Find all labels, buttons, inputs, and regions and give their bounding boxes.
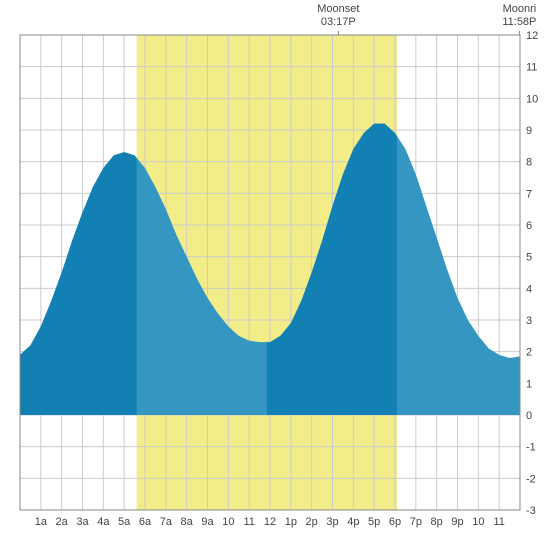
y-tick-label: 8: [526, 157, 532, 169]
x-tick-label: 1a: [35, 516, 48, 528]
x-tick-label: 8a: [181, 516, 194, 528]
y-tick-label: 10: [526, 93, 538, 105]
chart-svg: 1a2a3a4a5a6a7a8a9a1011121p2p3p4p5p6p7p8p…: [0, 0, 550, 550]
y-tick-label: 11: [526, 62, 537, 74]
y-tick-label: 2: [526, 347, 532, 359]
x-tick-label: 9p: [451, 516, 463, 528]
x-tick-label: 2p: [306, 516, 318, 528]
x-tick-label: 7a: [160, 516, 173, 528]
x-tick-label: 3p: [326, 516, 338, 528]
moonset-annotation: Moonset03:17P: [308, 3, 368, 29]
y-tick-label: 7: [526, 188, 532, 200]
moonrise-title: Moonri: [489, 3, 549, 16]
x-tick-label: 11: [243, 516, 254, 528]
y-tick-label: -2: [526, 473, 536, 485]
x-tick-label: 12: [264, 516, 276, 528]
x-tick-label: 1p: [285, 516, 297, 528]
y-tick-label: 1: [526, 378, 532, 390]
y-tick-label: 5: [526, 252, 532, 264]
x-tick-label: 10: [222, 516, 234, 528]
y-tick-label: 6: [526, 220, 532, 232]
y-tick-label: 0: [526, 410, 532, 422]
x-tick-label: 11: [493, 516, 504, 528]
x-tick-label: 10: [472, 516, 484, 528]
moonset-title: Moonset: [308, 3, 368, 16]
x-tick-label: 4a: [97, 516, 110, 528]
x-tick-label: 3a: [76, 516, 89, 528]
x-tick-label: 5a: [118, 516, 131, 528]
y-tick-label: -1: [526, 442, 536, 454]
x-tick-label: 5p: [368, 516, 380, 528]
y-tick-label: 3: [526, 315, 532, 327]
y-tick-label: 9: [526, 125, 532, 137]
tide-chart: 1a2a3a4a5a6a7a8a9a1011121p2p3p4p5p6p7p8p…: [0, 0, 550, 550]
moonset-time: 03:17P: [308, 16, 368, 29]
y-tick-label: -3: [526, 505, 536, 517]
y-tick-label: 4: [526, 283, 532, 295]
x-tick-label: 7p: [410, 516, 422, 528]
moonrise-annotation: Moonri11:58P: [489, 3, 549, 29]
x-tick-label: 2a: [56, 516, 69, 528]
x-tick-label: 6p: [389, 516, 401, 528]
x-tick-label: 4p: [347, 516, 359, 528]
x-tick-label: 9a: [201, 516, 214, 528]
x-tick-label: 8p: [431, 516, 443, 528]
moonrise-time: 11:58P: [489, 16, 549, 29]
x-tick-label: 6a: [139, 516, 152, 528]
y-tick-label: 12: [526, 30, 538, 42]
